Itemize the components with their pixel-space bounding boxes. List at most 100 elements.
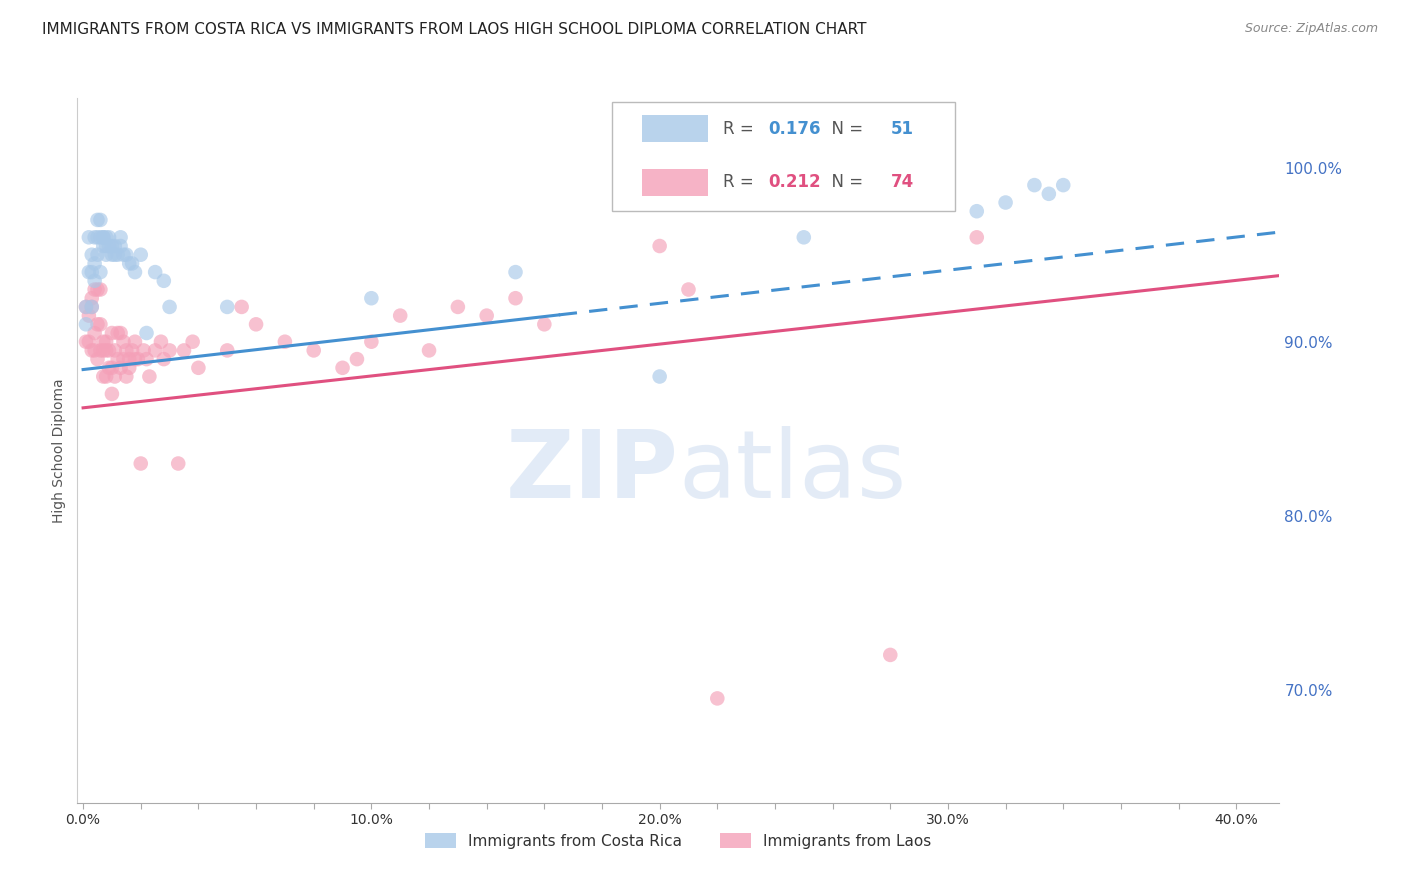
Point (115, 343, 138, 358)
Point (91, 239, 114, 253)
Bar (643, 115, 709, 142)
Point (104, 369, 127, 384)
Point (143, 343, 166, 358)
Point (86, 213, 108, 227)
Point (994, 195, 1017, 210)
Point (89, 230, 111, 244)
Point (91, 230, 114, 244)
Point (80, 300, 103, 314)
Point (245, 318, 267, 332)
Point (129, 457, 152, 471)
Point (793, 230, 815, 244)
Point (83, 230, 105, 244)
Point (143, 265, 166, 279)
Text: Source: ZipAtlas.com: Source: ZipAtlas.com (1244, 22, 1378, 36)
Point (75, 300, 97, 314)
Point (648, 239, 671, 253)
Point (159, 300, 181, 314)
Point (80, 265, 103, 279)
Point (75, 300, 97, 314)
Bar (643, 169, 709, 196)
Point (89, 213, 111, 227)
Point (104, 248, 127, 262)
Point (107, 326, 129, 340)
Point (332, 360, 354, 375)
Point (83, 283, 105, 297)
Point (89, 318, 111, 332)
Point (115, 369, 138, 384)
Point (153, 352, 176, 367)
Text: 0.176: 0.176 (769, 120, 821, 137)
Point (101, 248, 124, 262)
Point (167, 457, 190, 471)
Point (96, 230, 118, 244)
Point (101, 239, 124, 253)
Point (80, 248, 103, 262)
Point (86, 230, 108, 244)
Point (91, 334, 114, 349)
Point (89, 265, 111, 279)
Point (648, 369, 671, 384)
Point (110, 326, 132, 340)
Point (138, 369, 160, 384)
Point (118, 256, 141, 270)
Point (83, 343, 105, 358)
Text: N =: N = (821, 120, 869, 137)
Point (77, 309, 100, 323)
Point (104, 239, 127, 253)
Point (360, 291, 382, 305)
Point (80, 343, 103, 358)
Text: atlas: atlas (679, 425, 907, 517)
Point (98, 239, 121, 253)
Point (217, 300, 239, 314)
Point (104, 343, 127, 358)
Point (360, 334, 382, 349)
Point (129, 248, 152, 262)
Point (217, 343, 239, 358)
Point (112, 352, 135, 367)
Point (187, 360, 209, 375)
Point (83, 256, 105, 270)
Point (121, 256, 143, 270)
Point (77, 230, 100, 244)
Point (96, 239, 118, 253)
Point (135, 352, 157, 367)
Point (107, 352, 129, 367)
Text: 74: 74 (891, 173, 914, 192)
Point (418, 343, 440, 358)
Point (274, 334, 297, 349)
Point (83, 274, 105, 288)
Text: ZIP: ZIP (506, 425, 679, 517)
Point (101, 360, 124, 375)
Text: IMMIGRANTS FROM COSTA RICA VS IMMIGRANTS FROM LAOS HIGH SCHOOL DIPLOMA CORRELATI: IMMIGRANTS FROM COSTA RICA VS IMMIGRANTS… (42, 22, 866, 37)
Point (75, 334, 97, 349)
Point (879, 648, 901, 662)
Point (75, 318, 97, 332)
Point (132, 343, 155, 358)
Point (98, 360, 121, 375)
Point (91, 230, 114, 244)
Point (98, 230, 121, 244)
Point (966, 204, 988, 219)
Point (89, 343, 111, 358)
Point (112, 334, 135, 349)
Legend: Immigrants from Costa Rica, Immigrants from Laos: Immigrants from Costa Rica, Immigrants f… (419, 827, 938, 855)
Point (83, 326, 105, 340)
Point (91, 343, 114, 358)
FancyBboxPatch shape (612, 102, 955, 211)
Point (447, 300, 470, 314)
Point (505, 265, 527, 279)
Point (86, 318, 108, 332)
Point (124, 265, 146, 279)
Text: 0.212: 0.212 (769, 173, 821, 192)
Y-axis label: High School Diploma: High School Diploma (52, 378, 66, 523)
Text: N =: N = (821, 173, 869, 192)
Text: R =: R = (723, 120, 759, 137)
Point (127, 352, 149, 367)
Point (135, 326, 157, 340)
Point (115, 248, 138, 262)
Point (121, 343, 143, 358)
Point (80, 291, 103, 305)
Point (231, 300, 253, 314)
Point (124, 334, 146, 349)
